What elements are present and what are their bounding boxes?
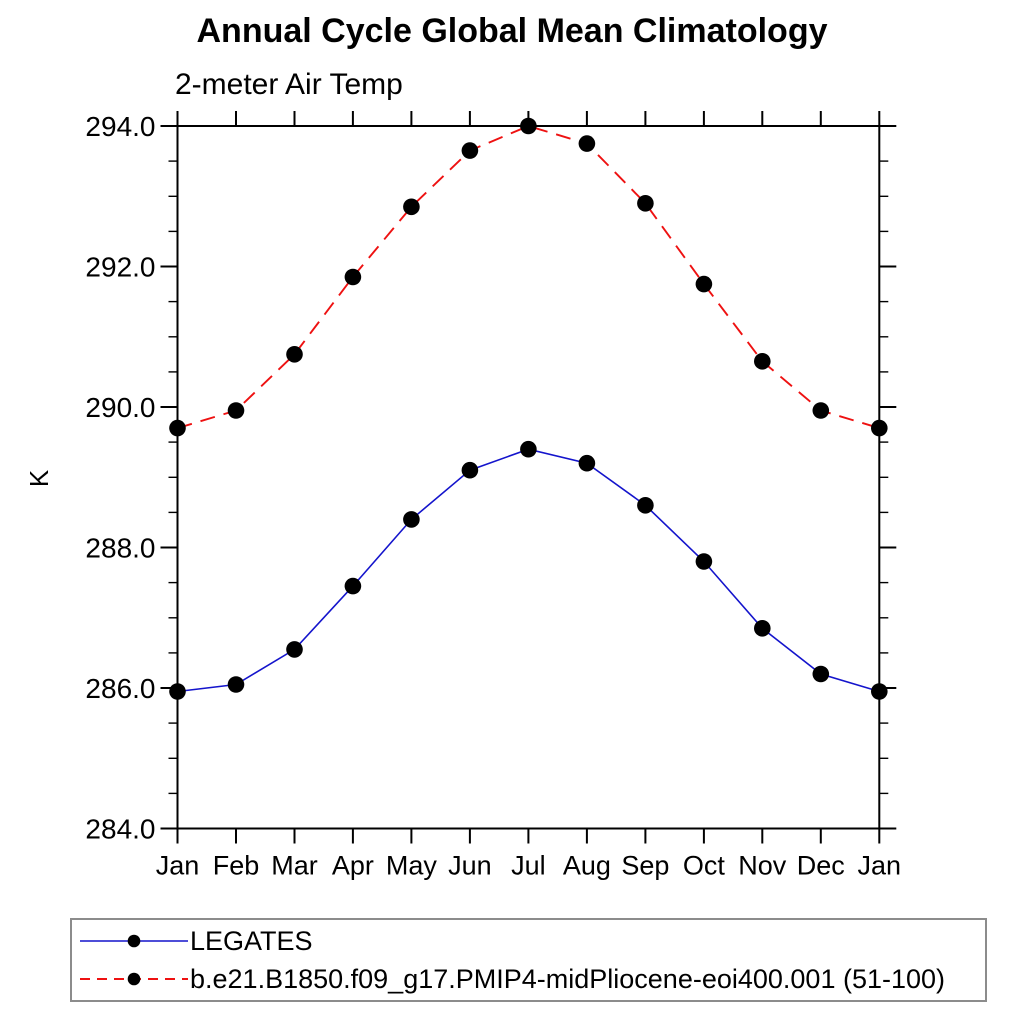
x-tick-label: Jul (511, 851, 546, 881)
data-point-marker-0 (227, 676, 245, 693)
legend-label-midpliocene: b.e21.B1850.f09_g17.PMIP4-midPliocene-eo… (190, 963, 946, 994)
legend: LEGATES b.e21.B1850.f09_g17.PMIP4-midPli… (70, 918, 987, 1002)
data-point-marker-1 (871, 419, 888, 437)
legend-line-sample-dashed (80, 972, 188, 986)
y-tick-label: 288.0 (85, 533, 155, 564)
data-point-marker-1 (286, 346, 303, 363)
chart-subtitle: 2-meter Air Temp (175, 68, 403, 101)
data-point-marker-1 (403, 198, 420, 216)
data-point-marker-1 (461, 142, 479, 159)
x-tick-label: Apr (332, 851, 374, 881)
data-point-marker-1 (637, 195, 654, 212)
y-tick-label: 286.0 (85, 673, 155, 704)
chart-title: Annual Cycle Global Mean Climatology (196, 12, 828, 50)
x-tick-label: Mar (271, 851, 318, 881)
data-point-marker-1 (578, 135, 596, 152)
data-point-marker-0 (871, 683, 888, 700)
data-point-marker-0 (637, 497, 654, 514)
data-point-marker-0 (754, 620, 771, 637)
data-point-marker-0 (578, 454, 596, 472)
data-point-marker-0 (344, 577, 362, 595)
series-line-1 (177, 124, 880, 430)
y-tick-label: 284.0 (85, 814, 155, 845)
x-tick-label: Oct (683, 851, 726, 881)
data-point-marker-0 (403, 511, 420, 528)
x-tick-label: Jun (448, 851, 492, 881)
data-point-marker-1 (227, 402, 245, 419)
data-point-marker-1 (344, 268, 362, 286)
legend-sample-marker (127, 934, 141, 948)
legend-sample-marker (127, 972, 141, 986)
data-point-marker-0 (169, 683, 186, 700)
x-tick-label: Jan (858, 851, 902, 881)
x-tick-label: Sep (621, 851, 669, 881)
y-tick-label: 292.0 (85, 252, 155, 283)
legend-item-legates: LEGATES (78, 922, 981, 960)
data-point-marker-1 (520, 117, 537, 135)
x-tick-label: Feb (213, 851, 260, 881)
x-tick-label: Aug (563, 851, 611, 881)
plot-frame (176, 125, 881, 830)
data-point-marker-0 (520, 440, 537, 458)
legend-item-midpliocene: b.e21.B1850.f09_g17.PMIP4-midPliocene-eo… (78, 960, 981, 998)
x-tick-label: Nov (738, 851, 787, 881)
legend-label-legates: LEGATES (190, 925, 313, 956)
data-point-marker-1 (812, 402, 830, 419)
data-point-marker-0 (812, 665, 830, 683)
x-tick-label: Dec (797, 851, 845, 881)
y-tick-label: 290.0 (85, 392, 155, 423)
data-point-marker-0 (461, 461, 479, 479)
data-point-marker-1 (169, 419, 186, 437)
legend-line-sample-solid (80, 934, 188, 948)
x-tick-label: Jan (156, 851, 200, 881)
data-point-marker-0 (286, 641, 303, 658)
x-tick-label: May (386, 851, 438, 881)
data-point-marker-1 (754, 353, 771, 370)
y-tick-label: 294.0 (85, 111, 155, 142)
series-line-0 (177, 448, 880, 693)
data-point-marker-1 (695, 275, 713, 293)
data-point-marker-0 (695, 553, 713, 570)
